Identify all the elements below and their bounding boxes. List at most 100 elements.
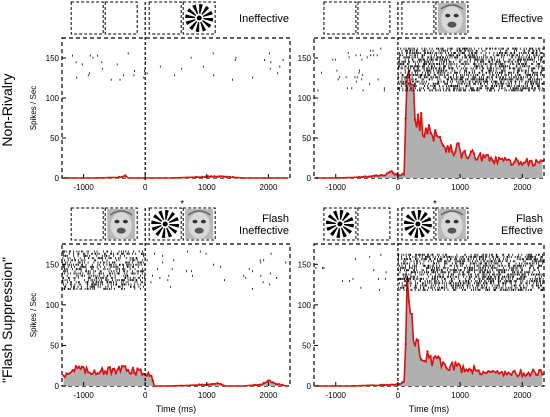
x-tick-label: 2000	[513, 391, 531, 400]
psth-point	[392, 171, 395, 175]
psth-point	[435, 134, 438, 137]
x-tick-label: 0	[143, 391, 148, 400]
x-tick-label: 1000	[198, 391, 216, 400]
psth-point	[426, 350, 429, 353]
psth-point	[416, 339, 420, 342]
x-tick-label: 0	[396, 183, 401, 192]
blank-icon	[401, 1, 435, 35]
psth-point	[507, 371, 510, 374]
psth-point	[528, 159, 532, 163]
psth-point	[460, 370, 463, 374]
y-tick-label: 0	[307, 174, 312, 183]
psth-point	[482, 370, 485, 374]
panel-title: Ineffective	[239, 13, 289, 25]
psth-point	[392, 383, 395, 386]
psth-fill	[63, 366, 289, 386]
x-tick-label: 2000	[260, 183, 278, 192]
psth-point	[222, 175, 225, 178]
flash-marker: *	[433, 199, 437, 210]
psth-point	[379, 383, 382, 387]
psth-point	[65, 372, 68, 375]
y-tick-label: 0	[55, 382, 60, 391]
psth-point	[500, 371, 504, 374]
sunburst-icon	[401, 207, 435, 241]
psth-point	[457, 362, 460, 365]
psth-point	[376, 174, 379, 178]
psth-point	[194, 175, 198, 179]
psth-point	[510, 373, 513, 376]
psth-point	[367, 175, 370, 178]
psth-point	[207, 175, 210, 178]
psth-point	[507, 158, 510, 161]
psth-point	[74, 365, 78, 368]
psth-point	[210, 175, 213, 178]
blank-icon	[357, 207, 391, 241]
psth-point	[516, 159, 519, 162]
psth-point	[256, 383, 259, 387]
spike-raster	[61, 250, 287, 290]
psth-point	[528, 374, 532, 377]
psth-point	[423, 135, 426, 138]
psth-point	[204, 175, 207, 178]
psth-point	[485, 371, 488, 375]
y-tick-label: 50	[50, 341, 59, 350]
psth-point	[497, 156, 501, 160]
psth-point	[500, 157, 504, 160]
psth-point	[429, 131, 432, 134]
panel-title-word: Effective	[501, 13, 543, 25]
psth-point	[370, 175, 373, 178]
psth-point	[525, 158, 529, 161]
psth-point	[265, 380, 269, 383]
psth-point	[83, 371, 87, 374]
psth-point	[219, 382, 222, 386]
panel-non-rivalry-ineffective: Ineffective 0 50 100 150 -1000 0 1000 2000 Spikes…	[29, 1, 291, 192]
x-tick-label: 0	[143, 183, 148, 192]
psth-point	[136, 367, 139, 370]
psth-point	[281, 383, 284, 387]
psth-line	[315, 275, 544, 387]
sunburst-icon	[148, 207, 182, 241]
psth-point	[231, 175, 235, 179]
psth-point	[142, 372, 145, 376]
psth-point	[429, 355, 432, 358]
sunburst-icon	[323, 207, 357, 241]
psth-point	[410, 83, 414, 86]
psth-point	[476, 158, 479, 161]
psth-point	[102, 372, 105, 375]
psth-point	[124, 174, 127, 177]
psth-point	[454, 361, 457, 364]
psth-point	[503, 156, 507, 160]
panel-non-rivalry-effective: Effective 0 50 100 150 -1000 0 1000 2000	[298, 1, 545, 192]
psth-point	[416, 113, 420, 116]
psth-point	[145, 374, 148, 377]
psth-point	[535, 373, 538, 376]
y-axis-label: Spikes / Sec	[29, 293, 38, 337]
psth-point	[522, 372, 525, 375]
psth-point	[463, 369, 466, 373]
psth-point	[525, 373, 529, 376]
y-tick-label: 150	[46, 260, 60, 269]
blank-icon	[357, 1, 391, 35]
y-tick-label: 100	[298, 301, 312, 310]
sunburst-icon	[182, 1, 216, 35]
psth-point	[451, 150, 454, 154]
panel-title-word: Ineffective	[239, 13, 289, 25]
psth-point	[448, 368, 451, 372]
psth-point	[466, 157, 470, 160]
psth-point	[105, 372, 108, 375]
psth-point	[472, 365, 476, 368]
face-icon	[182, 207, 216, 241]
psth-point	[385, 383, 389, 387]
psth-point	[423, 359, 426, 363]
psth-point	[382, 383, 386, 387]
psth-point	[420, 112, 423, 115]
y-tick-label: 0	[55, 174, 60, 183]
x-tick-label: 1000	[451, 391, 469, 400]
psth-point	[382, 174, 386, 177]
psth-point	[278, 383, 281, 386]
psth-point	[87, 371, 90, 374]
psth-point	[401, 172, 404, 176]
panel-title-word: Flash	[516, 213, 543, 225]
